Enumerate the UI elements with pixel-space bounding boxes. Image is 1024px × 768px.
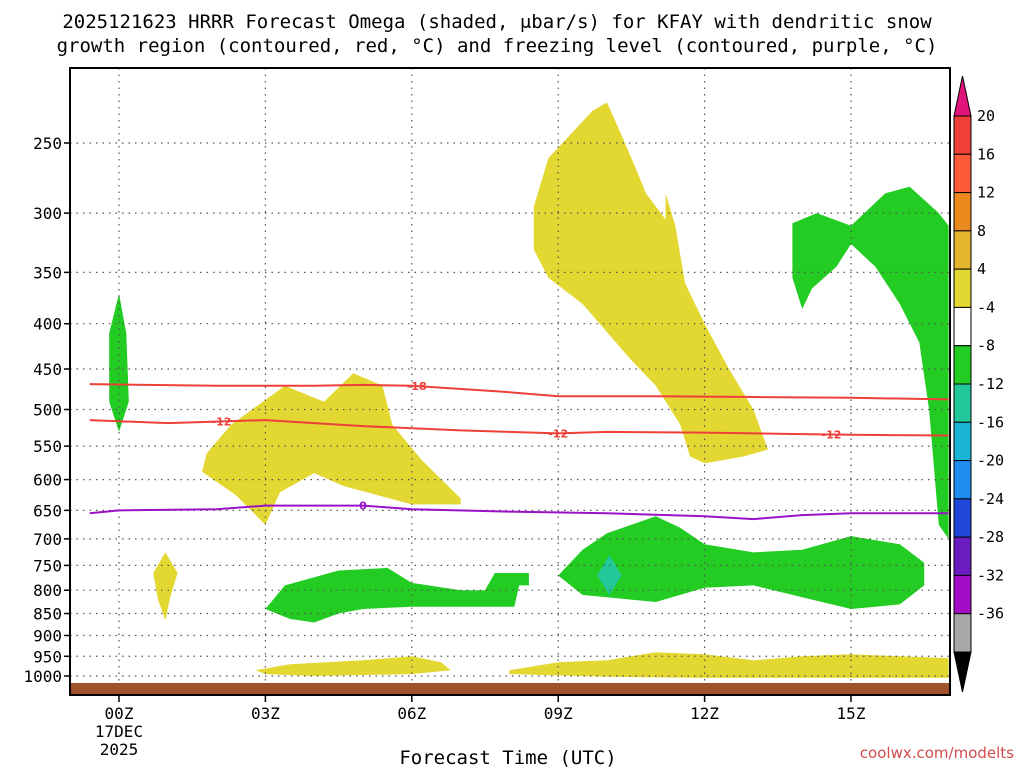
y-tick-label-700: 700 [33,530,62,549]
colorbar-label--8: -8 [977,337,995,355]
y-tick-label-350: 350 [33,263,62,282]
negative-omega-sliver [109,293,129,432]
x-tick-label-00Z: 00Z [105,704,134,723]
colorbar-label--4: -4 [977,298,995,316]
y-tick-label-400: 400 [33,315,62,334]
y-tick-label-300: 300 [33,204,62,223]
positive-omega-upper [533,102,768,464]
positive-omega-low-left [255,656,451,676]
y-tick-label-800: 800 [33,581,62,600]
dgz-bottom-label: -12 [212,415,232,428]
y-tick-label-900: 900 [33,626,62,645]
colorbar-bin--36 [953,613,972,653]
colorbar-bin--8 [953,345,972,385]
credit-link[interactable]: coolwx.com/modelts [860,744,1014,762]
colorbar-bin-8 [953,230,972,270]
colorbar-bin--4 [953,306,972,347]
colorbar-bin--12 [953,383,972,423]
colorbar-label--28: -28 [977,528,1004,546]
colorbar-label-4: 4 [977,260,986,278]
y-tick-label-550: 550 [33,437,62,456]
x-axis-label: Forecast Time (UTC) [399,747,616,768]
freezing-level-label: 0 [359,500,367,513]
colorbar-label--12: -12 [977,375,1004,393]
colorbar-label--20: -20 [977,452,1004,470]
y-tick-label-600: 600 [33,471,62,490]
dgz-bottom-line [89,419,949,437]
x-tick-label-03Z: 03Z [251,704,280,723]
colorbar-bin--16 [953,421,972,462]
colorbar-label-16: 16 [977,145,995,163]
x-tick-label-15Z: 15Z [837,704,866,723]
x-tick-label-09Z: 09Z [544,704,573,723]
y-tick-label-750: 750 [33,556,62,575]
colorbar-bin-12 [953,192,972,232]
colorbar-bin-20 [953,115,972,155]
colorbar-label-20: 20 [977,107,995,125]
colorbar-label--32: -32 [977,566,1004,584]
negative-omega-upper-right [792,186,949,539]
y-tick-label-950: 950 [33,647,62,666]
y-tick-label-500: 500 [33,401,62,420]
dgz-top-label: -18 [407,380,427,393]
dgz-top-line [89,383,949,401]
x-tick-date: 17DEC [95,722,143,741]
positive-omega-small [153,552,178,621]
colorbar-bin-16 [953,153,972,194]
temperature-contours: -18 -12 -12 -12 0 [89,380,949,521]
colorbar-arrow-bottom [953,651,972,693]
dgz-bottom-label-3: -12 [822,429,842,442]
x-tick-label-12Z: 12Z [690,704,719,723]
colorbar-label-12: 12 [977,184,995,202]
colorbar-arrow-top [953,75,972,117]
y-axis-pressure: 250 300 350 400 450 500 550 600 650 700 750 800 850 9… [23,134,70,686]
omega-shading-layer [109,102,949,678]
y-tick-label-250: 250 [33,134,62,153]
y-tick-label-650: 650 [33,501,62,520]
freezing-level-line [89,504,949,521]
colorbar-bin--24 [953,498,972,538]
colorbar: 20 16 12 8 4 -4 -8 -12 -16 -20 -24 -28 -32 -36 [953,75,1004,693]
negative-omega-teal-spot [597,555,622,595]
colorbar-bin--20 [953,460,972,500]
ground-bar [70,683,950,695]
title-line-1: 2025121623 HRRR Forecast Omega (shaded, … [62,11,932,33]
negative-omega-low-mid [265,567,529,623]
colorbar-bin--28 [953,536,972,576]
x-tick-label-06Z: 06Z [397,704,426,723]
positive-omega-low-right [509,652,949,678]
colorbar-label--36: -36 [977,605,1004,623]
positive-omega-mid [202,373,461,525]
y-tick-label-1000: 1000 [23,667,62,686]
y-tick-label-450: 450 [33,360,62,379]
colorbar-label--16: -16 [977,413,1004,431]
title-line-2: growth region (contoured, red, °C) and f… [57,35,938,57]
colorbar-label--24: -24 [977,490,1004,508]
colorbar-bin-4 [953,268,972,308]
x-tick-year: 2025 [100,740,139,759]
colorbar-label-8: 8 [977,222,986,240]
dgz-bottom-label-2: -12 [548,427,568,440]
plot-frame [69,67,951,696]
colorbar-bin--32 [953,574,972,615]
y-tick-label-850: 850 [33,605,62,624]
